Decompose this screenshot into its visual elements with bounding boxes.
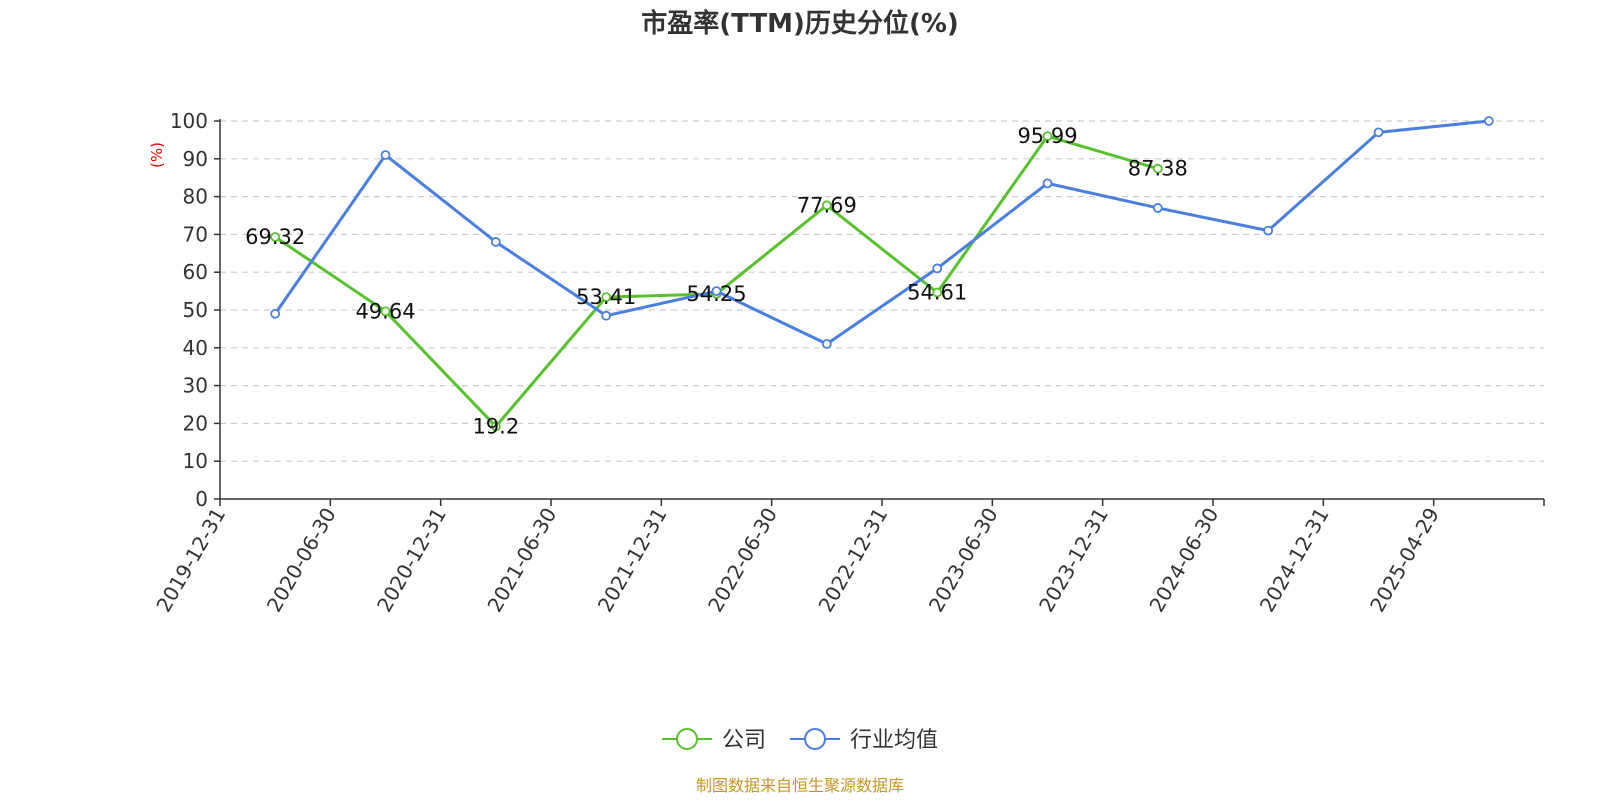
data-label: 49.64 bbox=[355, 299, 415, 323]
data-labels: 69.32 49.64 19.2 53.41 54.25 77.69 54.61 95.99 8… bbox=[245, 124, 1188, 438]
x-tick-label: 2022-06-30 bbox=[703, 504, 782, 617]
legend[interactable]: 公司 行业均值 bbox=[662, 728, 938, 753]
y-axis-label: (%) bbox=[148, 142, 166, 168]
x-tick-label: 2021-12-31 bbox=[593, 504, 672, 617]
legend-swatch-marker bbox=[676, 728, 698, 750]
data-label: 95.99 bbox=[1017, 124, 1077, 148]
data-point[interactable] bbox=[490, 237, 501, 247]
y-tick-label: 40 bbox=[183, 336, 208, 360]
data-point[interactable] bbox=[380, 306, 391, 317]
data-point[interactable] bbox=[380, 150, 391, 160]
data-label: 69.32 bbox=[245, 225, 305, 249]
legend-label: 行业均值 bbox=[850, 728, 938, 753]
data-point[interactable] bbox=[821, 200, 832, 211]
legend-swatch-marker bbox=[804, 728, 826, 750]
series-layer bbox=[270, 116, 1494, 432]
data-label: 87.38 bbox=[1128, 157, 1188, 181]
data-label: 77.69 bbox=[797, 193, 857, 217]
y-tick-label: 0 bbox=[195, 487, 208, 511]
data-point[interactable] bbox=[1263, 225, 1274, 236]
data-label: 53.41 bbox=[576, 285, 636, 309]
data-point[interactable] bbox=[270, 308, 281, 319]
data-point[interactable] bbox=[1042, 178, 1053, 189]
data-point[interactable] bbox=[1042, 131, 1053, 142]
y-tick-label: 30 bbox=[183, 374, 208, 398]
y-tick-label: 60 bbox=[183, 260, 208, 284]
x-tick-label: 2025-04-29 bbox=[1365, 504, 1444, 617]
y-tick-label: 100 bbox=[170, 109, 208, 133]
legend-item-1[interactable]: 行业均值 bbox=[790, 728, 938, 753]
y-tick-label: 80 bbox=[183, 185, 208, 209]
data-point[interactable] bbox=[601, 292, 612, 303]
y-tick-label: 50 bbox=[183, 298, 208, 322]
data-point[interactable] bbox=[490, 421, 501, 432]
data-point[interactable] bbox=[601, 310, 612, 321]
data-point[interactable] bbox=[1152, 163, 1163, 174]
y-tick-label: 20 bbox=[183, 411, 208, 435]
source-note: 制图数据来自恒生聚源数据库 bbox=[696, 776, 904, 795]
x-tick-label: 2023-12-31 bbox=[1034, 504, 1113, 617]
data-point[interactable] bbox=[1152, 203, 1163, 213]
data-point[interactable] bbox=[932, 263, 943, 274]
data-point[interactable] bbox=[270, 232, 281, 242]
legend-label: 公司 bbox=[722, 728, 766, 753]
y-tick-label: 90 bbox=[183, 147, 208, 171]
chart-title: 市盈率(TTM)历史分位(%) bbox=[641, 8, 959, 39]
data-label: 54.61 bbox=[907, 281, 967, 305]
data-point[interactable] bbox=[1483, 116, 1494, 126]
data-point[interactable] bbox=[1373, 127, 1384, 138]
x-tick-label: 2024-06-30 bbox=[1144, 504, 1223, 617]
axes: 0 10 20 30 40 50 60 70 80 90 100 2019-12-31 2020-06-… bbox=[151, 109, 1545, 617]
x-tick-label: 2020-06-30 bbox=[262, 504, 341, 617]
y-tick-label: 70 bbox=[183, 222, 208, 246]
x-tick-label: 2022-12-31 bbox=[813, 504, 892, 617]
grid-lines bbox=[220, 120, 1544, 462]
x-tick-label: 2021-06-30 bbox=[482, 504, 561, 617]
x-tick-label: 2019-12-31 bbox=[151, 504, 230, 617]
data-label: 54.25 bbox=[686, 282, 746, 306]
x-tick-label: 2024-12-31 bbox=[1255, 504, 1334, 617]
legend-item-0[interactable]: 公司 bbox=[662, 728, 766, 753]
series-line-1 bbox=[273, 119, 1489, 346]
data-point[interactable] bbox=[711, 286, 722, 297]
y-tick-label: 10 bbox=[183, 449, 208, 473]
data-label: 19.2 bbox=[472, 414, 519, 438]
x-tick-label: 2020-12-31 bbox=[372, 503, 451, 616]
data-point[interactable] bbox=[932, 287, 943, 298]
x-tick-label: 2023-06-30 bbox=[924, 503, 1003, 616]
data-point[interactable] bbox=[821, 339, 832, 349]
